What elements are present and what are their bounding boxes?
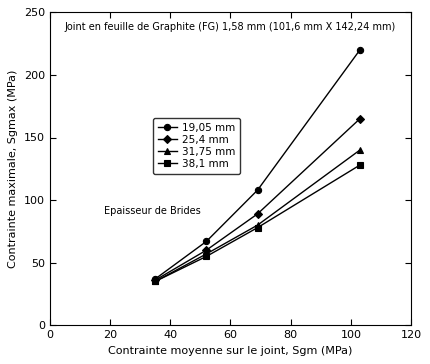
Y-axis label: Contrainte maximale, Sgmax (MPa): Contrainte maximale, Sgmax (MPa): [8, 70, 18, 268]
Line: 38,1 mm: 38,1 mm: [152, 162, 363, 285]
38,1 mm: [255, 225, 260, 230]
25,4 mm: [255, 212, 260, 216]
38,1 mm: [204, 254, 209, 258]
Line: 19,05 mm: 19,05 mm: [152, 47, 363, 282]
31,75 mm: [153, 279, 158, 284]
19,05 mm: [153, 277, 158, 281]
38,1 mm: [153, 279, 158, 284]
Text: Joint en feuille de Graphite (FG) 1,58 mm (101,6 mm X 142,24 mm): Joint en feuille de Graphite (FG) 1,58 m…: [65, 22, 396, 32]
38,1 mm: [357, 163, 362, 167]
Line: 31,75 mm: 31,75 mm: [152, 147, 363, 285]
25,4 mm: [357, 116, 362, 121]
31,75 mm: [357, 148, 362, 152]
19,05 mm: [357, 48, 362, 52]
19,05 mm: [255, 188, 260, 192]
31,75 mm: [255, 223, 260, 227]
25,4 mm: [204, 248, 209, 252]
31,75 mm: [204, 252, 209, 256]
X-axis label: Contrainte moyenne sur le joint, Sgm (MPa): Contrainte moyenne sur le joint, Sgm (MP…: [108, 346, 353, 356]
Text: Epaisseur de Brides: Epaisseur de Brides: [104, 206, 201, 216]
Legend: 19,05 mm, 25,4 mm, 31,75 mm, 38,1 mm: 19,05 mm, 25,4 mm, 31,75 mm, 38,1 mm: [153, 118, 240, 174]
Line: 25,4 mm: 25,4 mm: [152, 116, 363, 283]
19,05 mm: [204, 239, 209, 244]
25,4 mm: [153, 278, 158, 282]
